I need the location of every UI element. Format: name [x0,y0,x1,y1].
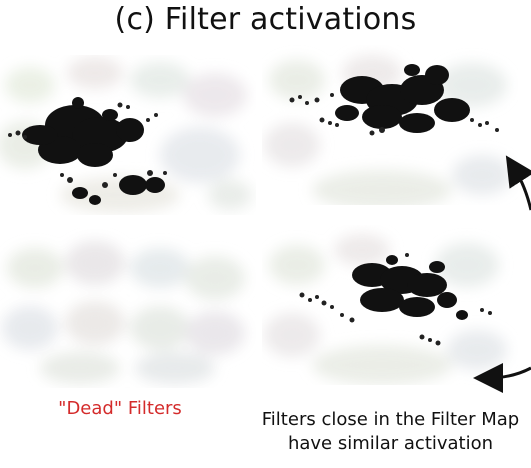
activation-map-dead-filter [0,228,256,388]
similar-caption-line1: Filters close in the Filter Map [261,409,520,430]
background-blobs [0,57,252,213]
activation-blobs [335,64,470,133]
activation-map-top-right [262,45,518,205]
activation-map-top-left-svg [0,57,252,213]
activation-map-top-right-svg [264,55,512,205]
activation-blobs [352,255,468,320]
activation-dots [299,253,492,346]
dead-filters-caption: "Dead" Filters [58,398,182,419]
background-blobs [264,55,512,205]
similar-caption-line2: have similar activation [287,433,494,454]
activation-dots [289,93,499,136]
similar-filters-caption: Filters close in the Filter Map have sim… [250,408,531,456]
background-blobs [264,234,507,385]
activation-map-dead-filter-svg [2,241,245,384]
activation-blobs [22,97,165,205]
panel-title: (c) Filter activations [114,2,417,37]
activation-map-bottom-right [262,225,518,385]
background-blobs [2,241,245,384]
activation-map-bottom-right-svg [264,234,507,385]
activation-dots [8,102,167,188]
activation-map-top-left [0,55,256,215]
